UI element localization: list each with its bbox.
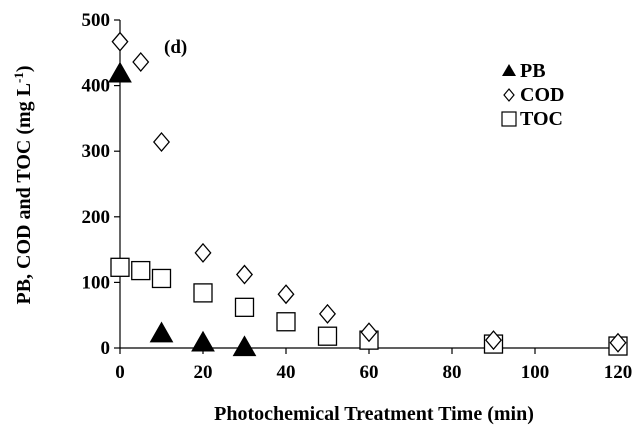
y-tick-label: 300 bbox=[82, 141, 111, 162]
data-point-toc bbox=[193, 283, 213, 303]
data-points bbox=[108, 31, 628, 357]
x-tick-label: 0 bbox=[115, 362, 125, 383]
y-tick-label: 100 bbox=[82, 272, 111, 293]
data-point-cod bbox=[194, 242, 212, 263]
data-point-toc bbox=[276, 312, 296, 332]
x-tick-label: 60 bbox=[360, 362, 379, 383]
data-point-cod bbox=[277, 284, 295, 305]
data-point-cod bbox=[152, 132, 171, 153]
legend-marker-cod bbox=[503, 88, 515, 102]
y-tick-label: 0 bbox=[101, 338, 111, 359]
x-axis-label: Photochemical Treatment Time (min) bbox=[214, 403, 534, 425]
tick-labels: 0 100 200 300 400 500 0 20 40 60 80 100 120 bbox=[82, 10, 633, 383]
data-point-toc bbox=[110, 257, 130, 277]
legend-marker-toc bbox=[501, 111, 517, 127]
data-point-pb bbox=[108, 61, 132, 83]
x-tick-label: 20 bbox=[194, 362, 213, 383]
data-point-toc bbox=[131, 260, 151, 281]
data-point-pb bbox=[232, 335, 257, 357]
data-point-pb bbox=[149, 321, 174, 343]
data-point-toc bbox=[317, 326, 338, 346]
data-point-cod bbox=[132, 51, 150, 72]
data-point-pb bbox=[191, 330, 215, 352]
y-axis-label-close: ) bbox=[13, 65, 35, 72]
data-point-cod bbox=[235, 264, 254, 285]
x-tick-label: 80 bbox=[443, 362, 462, 383]
data-point-toc bbox=[234, 297, 255, 317]
data-point-cod bbox=[360, 322, 378, 343]
y-tick-label: 400 bbox=[82, 76, 111, 97]
x-tick-label: 120 bbox=[604, 362, 633, 383]
y-axis-label-main: PB, COD and TOC (mg L bbox=[13, 83, 35, 305]
data-point-cod bbox=[484, 330, 503, 351]
legend-marker-pb bbox=[502, 64, 516, 76]
x-tick-label: 100 bbox=[521, 362, 550, 383]
y-tick-label: 500 bbox=[82, 10, 111, 31]
legend-label-pb: PB bbox=[520, 60, 546, 82]
y-tick-label: 200 bbox=[82, 207, 111, 228]
legend-label-cod: COD bbox=[520, 84, 564, 106]
panel-annotation: (d) bbox=[164, 37, 187, 58]
data-point-cod bbox=[318, 303, 337, 324]
y-axis-label-superscript: -1 bbox=[11, 72, 26, 83]
data-point-toc bbox=[151, 268, 172, 289]
legend-label-toc: TOC bbox=[520, 108, 563, 130]
y-axis-label: PB, COD and TOC (mg L-1) bbox=[11, 65, 35, 304]
data-point-cod bbox=[609, 332, 627, 353]
x-tick-label: 40 bbox=[277, 362, 296, 383]
data-point-cod bbox=[111, 31, 129, 52]
